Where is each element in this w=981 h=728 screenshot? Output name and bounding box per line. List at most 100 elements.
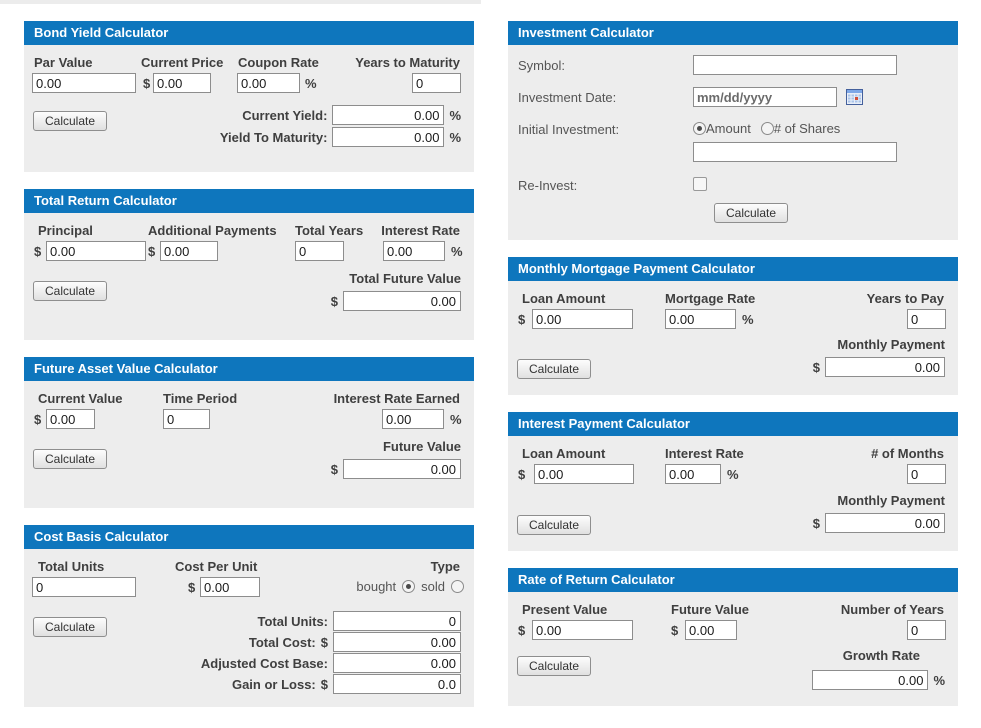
interest-rate-earned-input[interactable] <box>382 409 444 429</box>
time-period-label: Time Period <box>163 391 238 406</box>
future-value-input[interactable] <box>685 620 737 640</box>
monthly-payment-output[interactable] <box>825 357 945 377</box>
shares-radio[interactable] <box>760 122 774 135</box>
mortgage-title: Monthly Mortgage Payment Calculator <box>508 257 958 281</box>
dollar-sign: $ <box>188 580 196 595</box>
growth-rate-label: Growth Rate <box>842 648 920 663</box>
time-period-input[interactable] <box>163 409 210 429</box>
future-value-output[interactable] <box>343 459 461 479</box>
current-price-label: Current Price <box>141 55 224 70</box>
total-future-value-row: $ <box>34 291 461 311</box>
amount-radio[interactable] <box>693 122 706 135</box>
result-total-cost-output[interactable] <box>333 632 461 652</box>
initial-investment-radio-group: Amount # of Shares <box>693 121 840 136</box>
result-gain-or-loss-row: Gain or Loss: $ <box>34 674 461 694</box>
symbol-input[interactable] <box>693 55 897 75</box>
future-asset-body: Current Value Time Period Interest Rate … <box>24 381 474 508</box>
percent-sign: % <box>449 107 461 123</box>
interest-rate-label: Interest Rate <box>381 223 460 238</box>
dollar-sign: $ <box>34 244 42 259</box>
bond-yield-body: Par Value Current Price Coupon Rate Year… <box>24 45 474 172</box>
mortgage-calculate-button[interactable]: Calculate <box>517 359 592 379</box>
current-value-input[interactable] <box>46 409 95 429</box>
bought-radio[interactable] <box>402 580 416 593</box>
monthly-payment-label: Monthly Payment <box>837 337 945 352</box>
monthly-payment-label: Monthly Payment <box>837 493 945 508</box>
yield-to-maturity-output[interactable] <box>332 127 445 147</box>
growth-rate-row: % <box>518 670 945 690</box>
total-return-calculator: Total Return Calculator Principal Additi… <box>24 189 474 340</box>
investment-title: Investment Calculator <box>508 21 958 45</box>
total-units-label: Total Units <box>38 559 105 574</box>
type-radio-group: bought sold <box>356 579 464 594</box>
number-of-years-label: Number of Years <box>840 602 944 617</box>
cost-per-unit-input[interactable] <box>200 577 260 597</box>
shares-label: # of Shares <box>773 121 841 136</box>
sold-radio[interactable] <box>451 580 464 593</box>
cost-per-unit-label: Cost Per Unit <box>175 559 258 574</box>
monthly-payment-output[interactable] <box>825 513 945 533</box>
initial-investment-input[interactable] <box>693 142 897 162</box>
years-to-maturity-input[interactable] <box>412 73 461 93</box>
principal-label: Principal <box>38 223 93 238</box>
percent-sign: % <box>742 312 754 327</box>
total-return-body: Principal Additional Payments Total Year… <box>24 213 474 340</box>
interest-payment-calculate-button[interactable]: Calculate <box>517 515 592 535</box>
bond-yield-calculate-button[interactable]: Calculate <box>33 111 108 131</box>
total-units-input[interactable] <box>32 577 136 597</box>
dollar-sign: $ <box>518 312 526 327</box>
result-total-cost-label: Total Cost: <box>248 634 316 650</box>
number-of-years-input[interactable] <box>907 620 946 640</box>
result-total-units-output[interactable] <box>333 611 461 631</box>
present-value-input[interactable] <box>532 620 633 640</box>
monthly-payment-row: $ <box>518 357 945 377</box>
total-future-value-output[interactable] <box>343 291 461 311</box>
left-column: Bond Yield Calculator Par Value Current … <box>24 21 474 724</box>
dollar-sign: $ <box>148 244 156 259</box>
investment-date-label: Investment Date: <box>518 90 617 105</box>
interest-rate-input[interactable] <box>665 464 721 484</box>
loan-amount-input[interactable] <box>534 464 634 484</box>
years-to-pay-label: Years to Pay <box>866 291 944 306</box>
result-gain-or-loss-output[interactable] <box>333 674 461 694</box>
principal-input[interactable] <box>46 241 146 261</box>
months-label: # of Months <box>871 446 944 461</box>
total-years-input[interactable] <box>295 241 344 261</box>
cost-basis-calculator: Cost Basis Calculator Total Units Cost P… <box>24 525 474 707</box>
future-asset-value-calculator: Future Asset Value Calculator Current Va… <box>24 357 474 508</box>
mortgage-calculator: Monthly Mortgage Payment Calculator Loan… <box>508 257 958 395</box>
growth-rate-output[interactable] <box>812 670 929 690</box>
current-yield-output[interactable] <box>332 105 445 125</box>
additional-payments-input[interactable] <box>160 241 218 261</box>
cost-basis-calculate-button[interactable]: Calculate <box>33 617 108 637</box>
years-to-maturity-label: Years to Maturity <box>355 55 460 70</box>
calendar-icon[interactable] <box>846 89 863 105</box>
total-return-calculate-button[interactable]: Calculate <box>33 281 108 301</box>
total-future-value-label: Total Future Value <box>349 271 461 286</box>
bought-label: bought <box>356 579 397 594</box>
result-total-units-label: Total Units: <box>257 613 328 629</box>
mortgage-rate-input[interactable] <box>665 309 736 329</box>
monthly-payment-row: $ <box>518 513 945 533</box>
future-asset-calculate-button[interactable]: Calculate <box>33 449 108 469</box>
dollar-sign: $ <box>518 623 526 638</box>
loan-amount-input[interactable] <box>532 309 633 329</box>
dollar-sign: $ <box>34 412 42 427</box>
result-adjusted-cost-base-label: Adjusted Cost Base: <box>200 655 328 671</box>
investment-date-input[interactable] <box>693 87 837 107</box>
years-to-pay-input[interactable] <box>907 309 946 329</box>
reinvest-label: Re-Invest: <box>518 178 578 193</box>
percent-sign: % <box>449 129 461 145</box>
rate-of-return-calculate-button[interactable]: Calculate <box>517 656 592 676</box>
months-input[interactable] <box>907 464 946 484</box>
coupon-rate-input[interactable] <box>237 73 300 93</box>
current-price-input[interactable] <box>153 73 211 93</box>
dollar-sign: $ <box>812 359 820 375</box>
par-value-input[interactable] <box>32 73 136 93</box>
interest-rate-input[interactable] <box>383 241 445 261</box>
investment-calculate-button[interactable]: Calculate <box>714 203 789 223</box>
percent-sign: % <box>450 412 462 427</box>
reinvest-checkbox[interactable] <box>693 177 707 191</box>
dollar-sign: $ <box>330 293 338 309</box>
result-adjusted-cost-base-output[interactable] <box>333 653 461 673</box>
